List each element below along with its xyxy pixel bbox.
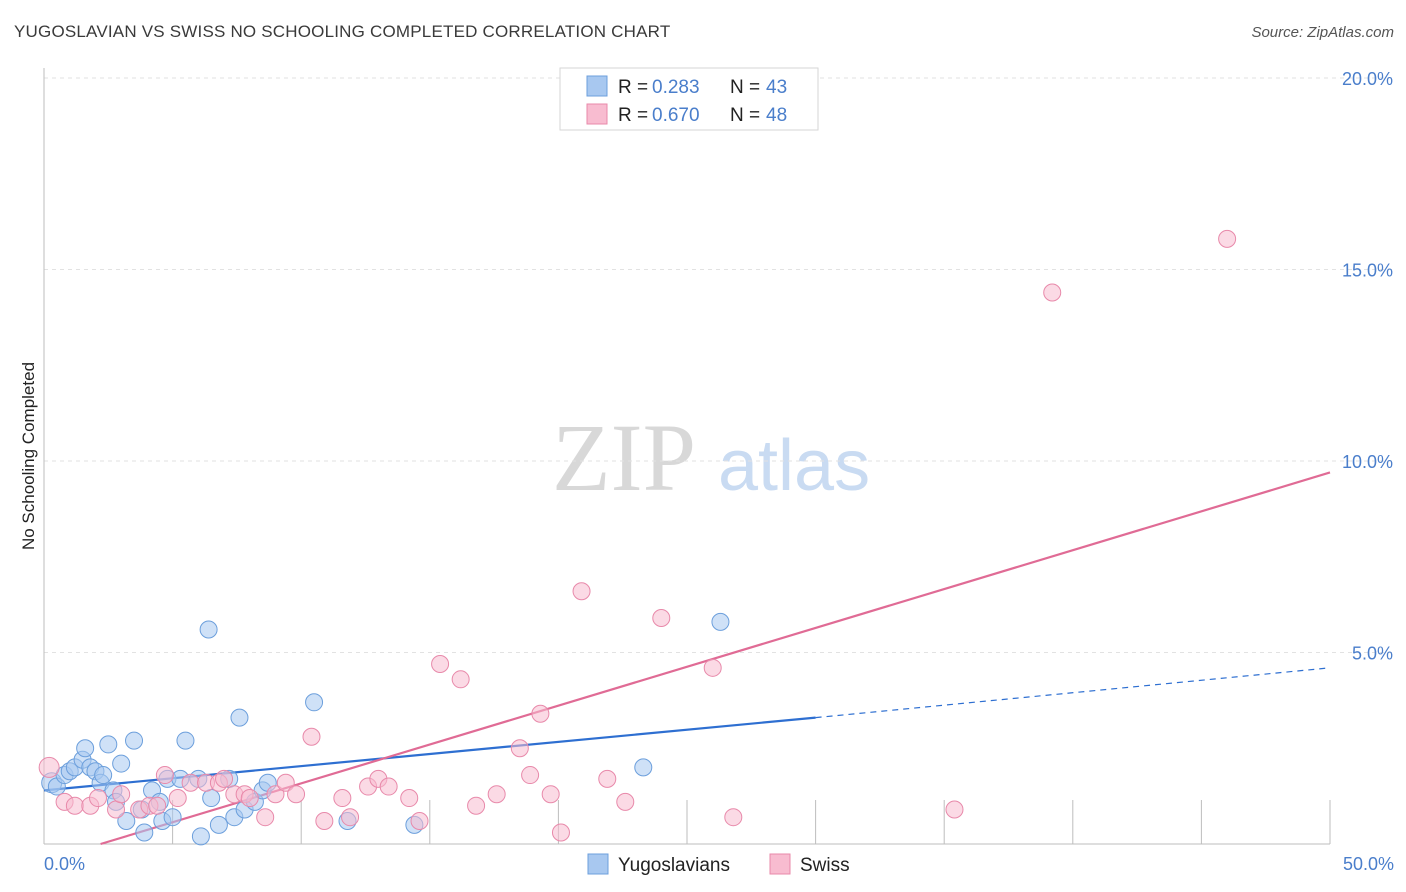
point-1-2 (65, 796, 84, 815)
y-tick-label-0: 5.0% (1352, 644, 1393, 664)
point-0-23 (163, 808, 182, 827)
point-1-43 (616, 792, 635, 811)
legend-series: Yugoslavians Swiss (587, 853, 850, 876)
point-1-0 (38, 756, 60, 778)
point-1-22 (287, 785, 306, 804)
point-1-36 (510, 739, 529, 758)
point-0-27 (191, 827, 210, 846)
watermark-zip: ZIP (552, 404, 696, 511)
point-1-31 (410, 812, 429, 831)
point-0-11 (99, 735, 118, 754)
legend-stats-swatch-0 (586, 75, 608, 97)
point-1-23 (302, 727, 321, 746)
x-tick-label-end: 50.0% (1343, 854, 1394, 874)
legend-stats: R = 0.283 N = 43 R = 0.670 N = 48 (559, 67, 819, 131)
point-1-38 (531, 704, 550, 723)
point-1-48 (1043, 283, 1062, 302)
legend-n-value-1: 48 (766, 105, 787, 126)
watermark: ZIP atlas (552, 404, 870, 511)
point-1-40 (551, 823, 570, 842)
point-0-10 (94, 766, 113, 785)
point-1-29 (379, 777, 398, 796)
point-0-29 (202, 789, 221, 808)
point-1-6 (112, 785, 131, 804)
point-1-47 (945, 800, 964, 819)
point-1-19 (256, 808, 275, 827)
y-tick-label-3: 20.0% (1342, 69, 1393, 89)
watermark-atlas: atlas (718, 426, 870, 506)
point-1-5 (107, 800, 126, 819)
y-axis-title: No Schooling Completed (19, 362, 38, 550)
point-0-6 (76, 739, 95, 758)
point-1-21 (276, 773, 295, 792)
point-1-25 (333, 789, 352, 808)
point-1-12 (181, 773, 200, 792)
legend-r-label-0: R = (618, 77, 648, 98)
point-1-49 (1218, 229, 1237, 248)
point-1-45 (703, 658, 722, 677)
point-1-46 (724, 808, 743, 827)
legend-r-label-1: R = (618, 105, 648, 126)
y-tick-label-2: 15.0% (1342, 261, 1393, 281)
chart-title: YUGOSLAVIAN VS SWISS NO SCHOOLING COMPLE… (14, 22, 671, 41)
legend-n-label-1: N = (730, 105, 760, 126)
point-1-4 (89, 789, 108, 808)
point-1-34 (467, 796, 486, 815)
point-0-42 (711, 612, 730, 631)
x-tick-label-start: 0.0% (44, 854, 85, 874)
legend-series-swatch-1 (769, 853, 791, 875)
legend-series-label-1: Swiss (800, 855, 850, 876)
legend-r-value-1: 0.670 (652, 105, 700, 126)
point-0-28 (199, 620, 218, 639)
legend-n-label-0: N = (730, 77, 760, 98)
point-1-37 (521, 766, 540, 785)
point-1-32 (431, 654, 450, 673)
point-0-15 (117, 812, 136, 831)
point-1-42 (598, 769, 617, 788)
point-1-20 (266, 785, 285, 804)
legend-n-value-0: 43 (766, 77, 787, 98)
point-1-24 (315, 812, 334, 831)
axes (43, 68, 1331, 845)
point-1-26 (341, 808, 360, 827)
point-1-41 (572, 582, 591, 601)
chart-source: Source: ZipAtlas.com (1251, 24, 1394, 41)
point-0-18 (135, 823, 154, 842)
trend-line-extension-0 (815, 667, 1331, 719)
point-1-44 (652, 609, 671, 628)
point-1-15 (215, 769, 234, 788)
data-points (38, 229, 1237, 846)
legend-series-swatch-0 (587, 853, 609, 875)
point-1-39 (541, 785, 560, 804)
point-1-9 (148, 796, 167, 815)
point-0-16 (125, 731, 144, 750)
legend-stats-swatch-1 (586, 103, 608, 125)
legend-r-value-0: 0.283 (652, 77, 700, 98)
point-0-38 (305, 693, 324, 712)
point-1-11 (168, 789, 187, 808)
legend-series-label-0: Yugoslavians (618, 855, 730, 876)
point-0-30 (209, 815, 228, 834)
point-0-14 (112, 754, 131, 773)
point-0-25 (176, 731, 195, 750)
tick-labels: 5.0% 10.0% 15.0% 20.0% 0.0% 50.0% (44, 69, 1394, 874)
point-0-33 (230, 708, 249, 727)
y-tick-label-1: 10.0% (1342, 452, 1393, 472)
point-1-33 (451, 670, 470, 689)
point-0-41 (634, 758, 653, 777)
point-1-18 (240, 789, 259, 808)
point-1-10 (155, 766, 174, 785)
grid (44, 77, 1392, 653)
point-1-35 (487, 785, 506, 804)
point-1-30 (400, 789, 419, 808)
trend-line-1 (100, 471, 1331, 846)
